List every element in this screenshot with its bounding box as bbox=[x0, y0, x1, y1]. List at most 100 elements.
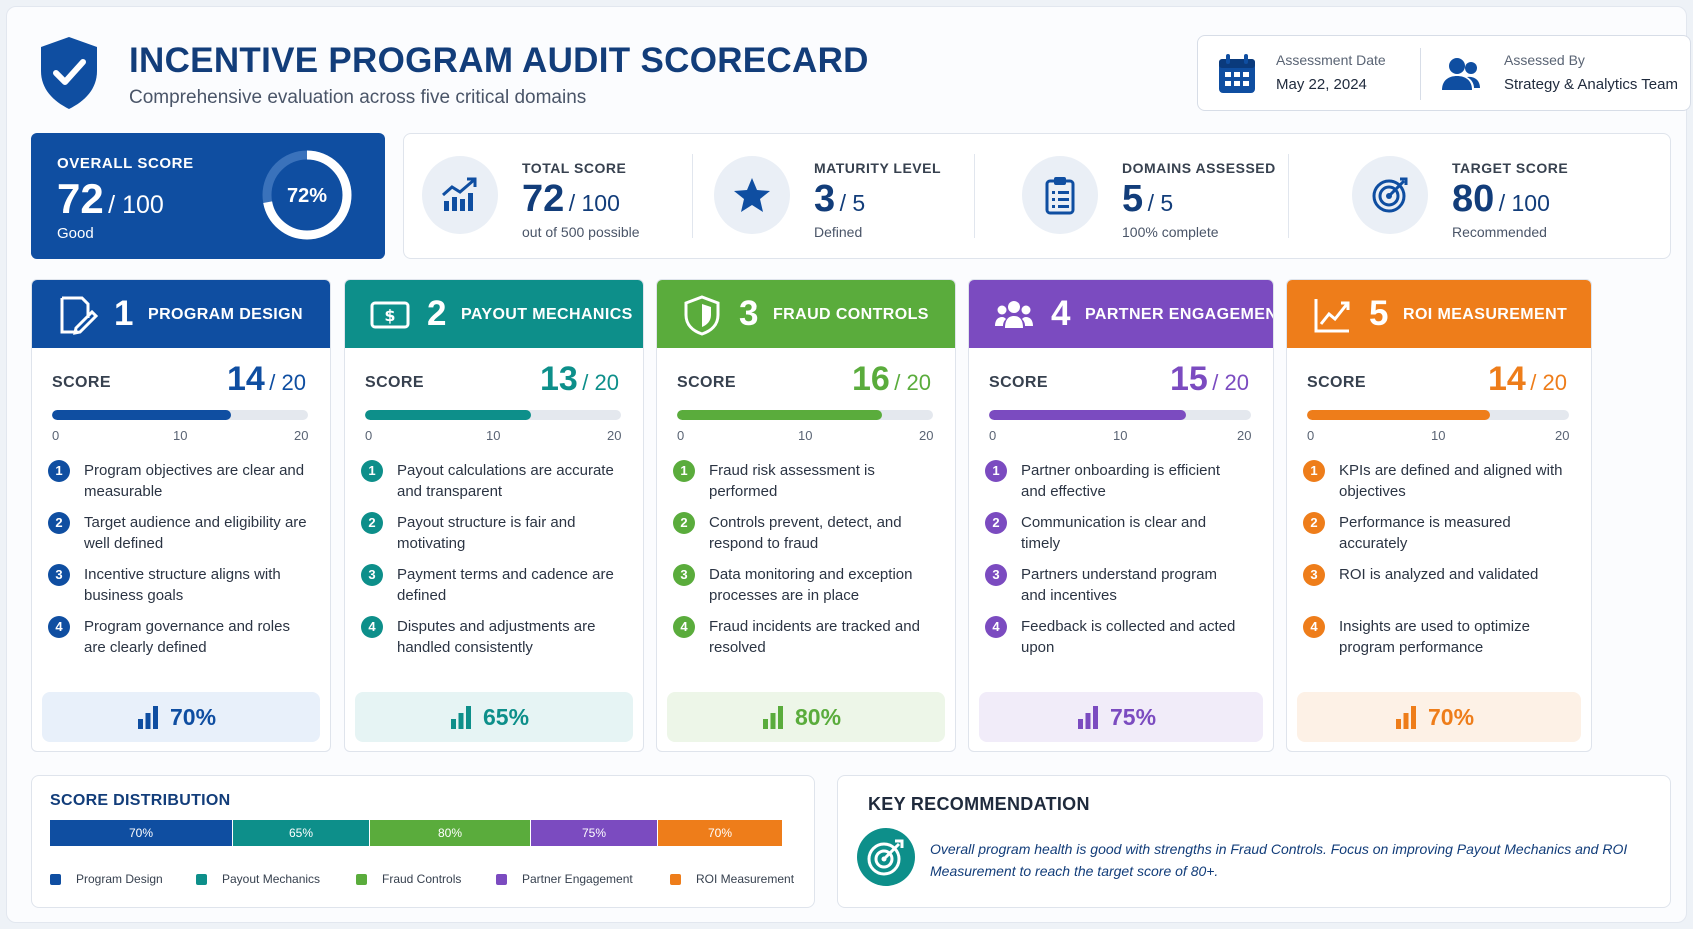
stat-total-score: TOTAL SCORE 72 / 100 out of 500 possible bbox=[422, 134, 702, 258]
domain-percent-box: 70% bbox=[1297, 692, 1581, 742]
tick-label: 10 bbox=[1113, 428, 1128, 443]
overall-score-value: 72 / 100 bbox=[57, 175, 164, 223]
criteria-item: 1 KPIs are defined and aligned with obje… bbox=[1303, 460, 1581, 510]
criteria-item: 3 Partners understand program and incent… bbox=[985, 564, 1263, 614]
page-subtitle: Comprehensive evaluation across five cri… bbox=[129, 87, 587, 108]
score-progress-bar bbox=[365, 410, 621, 420]
overall-score-card: OVERALL SCORE 72 / 100 Good 72% bbox=[31, 133, 385, 259]
criteria-number-badge: 4 bbox=[361, 616, 383, 638]
criteria-text: Controls prevent, detect, and respond to… bbox=[709, 514, 902, 552]
calendar-icon bbox=[1219, 54, 1255, 93]
shield-check-icon bbox=[41, 37, 97, 109]
stat-number: 80 bbox=[1452, 178, 1495, 220]
stat-label: TARGET SCORE bbox=[1452, 160, 1569, 176]
criteria-number-badge: 2 bbox=[985, 512, 1007, 534]
stat-icon-circle bbox=[1022, 156, 1098, 234]
assessment-date-block: Assessment Date May 22, 2024 bbox=[1198, 36, 1420, 112]
domain-name: PARTNER ENGAGEMENT bbox=[1085, 306, 1274, 323]
domain-number: 1 bbox=[114, 294, 134, 333]
domain-score-max: / 20 bbox=[894, 370, 931, 395]
domain-score-number: 14 bbox=[227, 360, 265, 398]
tick-label: 0 bbox=[1307, 428, 1315, 443]
domain-number: 4 bbox=[1051, 294, 1071, 333]
criteria-text: Payout calculations are accurate and tra… bbox=[397, 462, 614, 500]
stat-label: DOMAINS ASSESSED bbox=[1122, 160, 1276, 176]
criteria-text: Payout structure is fair and motivating bbox=[397, 514, 576, 552]
trend-chart-icon bbox=[442, 177, 477, 211]
tick-label: 20 bbox=[919, 428, 934, 443]
score-progress-bar bbox=[989, 410, 1251, 420]
criteria-number-badge: 1 bbox=[361, 460, 383, 482]
stat-value: 72 / 100 bbox=[522, 178, 620, 221]
tick-label: 20 bbox=[1237, 428, 1252, 443]
assessed-by-block: Assessed By Strategy & Analytics Team bbox=[1420, 36, 1692, 112]
bar-chart-icon bbox=[763, 706, 783, 729]
criteria-item: 1 Partner onboarding is efficient and ef… bbox=[985, 460, 1263, 510]
stat-divider bbox=[692, 154, 693, 238]
tick-label: 20 bbox=[1555, 428, 1570, 443]
domain-card-header: $ 2 PAYOUT MECHANICS bbox=[345, 280, 643, 348]
criteria-number-badge: 4 bbox=[673, 616, 695, 638]
overall-rating: Good bbox=[57, 225, 94, 242]
domain-card-5: 5 ROI MEASUREMENT SCORE 14 / 20 0 10 20 … bbox=[1286, 279, 1592, 752]
criteria-text: ROI is analyzed and validated bbox=[1339, 566, 1539, 583]
domain-score-number: 13 bbox=[540, 360, 578, 398]
stat-label: MATURITY LEVEL bbox=[814, 160, 942, 176]
score-progress-fill bbox=[989, 410, 1186, 420]
score-progress-bar bbox=[52, 410, 308, 420]
legend-swatch bbox=[356, 874, 367, 885]
criteria-text: Disputes and adjustments are handled con… bbox=[397, 618, 596, 656]
header: INCENTIVE PROGRAM AUDIT SCORECARD Compre… bbox=[31, 29, 1691, 119]
criteria-number-badge: 3 bbox=[48, 564, 70, 586]
legend-label: Program Design bbox=[76, 872, 163, 886]
assessed-by-value: Strategy & Analytics Team bbox=[1504, 76, 1678, 93]
score-progress-fill bbox=[365, 410, 531, 420]
criteria-text: Insights are used to optimize program pe… bbox=[1339, 618, 1530, 656]
page-title: INCENTIVE PROGRAM AUDIT SCORECARD bbox=[129, 41, 869, 80]
tick-label: 10 bbox=[173, 428, 188, 443]
domain-card-1: 1 PROGRAM DESIGN SCORE 14 / 20 0 10 20 1… bbox=[31, 279, 331, 752]
criteria-item: 3 Incentive structure aligns with busine… bbox=[48, 564, 320, 614]
criteria-number-badge: 2 bbox=[1303, 512, 1325, 534]
score-progress-fill bbox=[1307, 410, 1490, 420]
criteria-item: 1 Payout calculations are accurate and t… bbox=[361, 460, 633, 510]
recommendation-title: KEY RECOMMENDATION bbox=[868, 794, 1090, 814]
stat-target-score: TARGET SCORE 80 / 100 Recommended bbox=[1352, 134, 1632, 258]
legend-swatch bbox=[496, 874, 507, 885]
domain-score-max: / 20 bbox=[1212, 370, 1249, 395]
score-label: SCORE bbox=[1307, 374, 1366, 391]
bar-chart-icon bbox=[1078, 706, 1098, 729]
tick-label: 20 bbox=[607, 428, 622, 443]
criteria-number-badge: 1 bbox=[673, 460, 695, 482]
bar-chart-icon bbox=[451, 706, 471, 729]
criteria-item: 3 Data monitoring and exception processe… bbox=[673, 564, 945, 614]
domain-score-number: 15 bbox=[1170, 360, 1208, 398]
domain-number: 2 bbox=[427, 294, 447, 333]
score-label: SCORE bbox=[365, 374, 424, 391]
criteria-item: 4 Fraud incidents are tracked and resolv… bbox=[673, 616, 945, 666]
distribution-segment: 75% bbox=[531, 820, 658, 846]
domain-score: 15 / 20 bbox=[1170, 360, 1249, 399]
domain-score-number: 16 bbox=[852, 360, 890, 398]
criteria-text: Fraud incidents are tracked and resolved bbox=[709, 618, 920, 656]
score-label: SCORE bbox=[677, 374, 736, 391]
legend-swatch bbox=[670, 874, 681, 885]
criteria-item: 1 Program objectives are clear and measu… bbox=[48, 460, 320, 510]
criteria-number-badge: 3 bbox=[673, 564, 695, 586]
domain-name: FRAUD CONTROLS bbox=[773, 306, 929, 323]
domain-percent: 80% bbox=[795, 704, 842, 730]
meta-divider bbox=[1420, 48, 1421, 100]
target-icon bbox=[1372, 177, 1408, 213]
domain-name: PROGRAM DESIGN bbox=[148, 306, 303, 323]
tick-label: 10 bbox=[486, 428, 501, 443]
domain-card-header: 1 PROGRAM DESIGN bbox=[32, 280, 330, 348]
overall-ring-label: 72% bbox=[287, 185, 327, 207]
domain-card-header: 3 FRAUD CONTROLS bbox=[657, 280, 955, 348]
score-label: SCORE bbox=[52, 374, 111, 391]
stat-max: / 100 bbox=[568, 190, 620, 216]
clipboard-icon bbox=[1045, 177, 1075, 215]
stat-divider bbox=[974, 154, 975, 238]
stat-maturity-level: MATURITY LEVEL 3 / 5 Defined bbox=[714, 134, 994, 258]
domain-percent: 75% bbox=[1110, 704, 1157, 730]
criteria-item: 2 Target audience and eligibility are we… bbox=[48, 512, 320, 562]
